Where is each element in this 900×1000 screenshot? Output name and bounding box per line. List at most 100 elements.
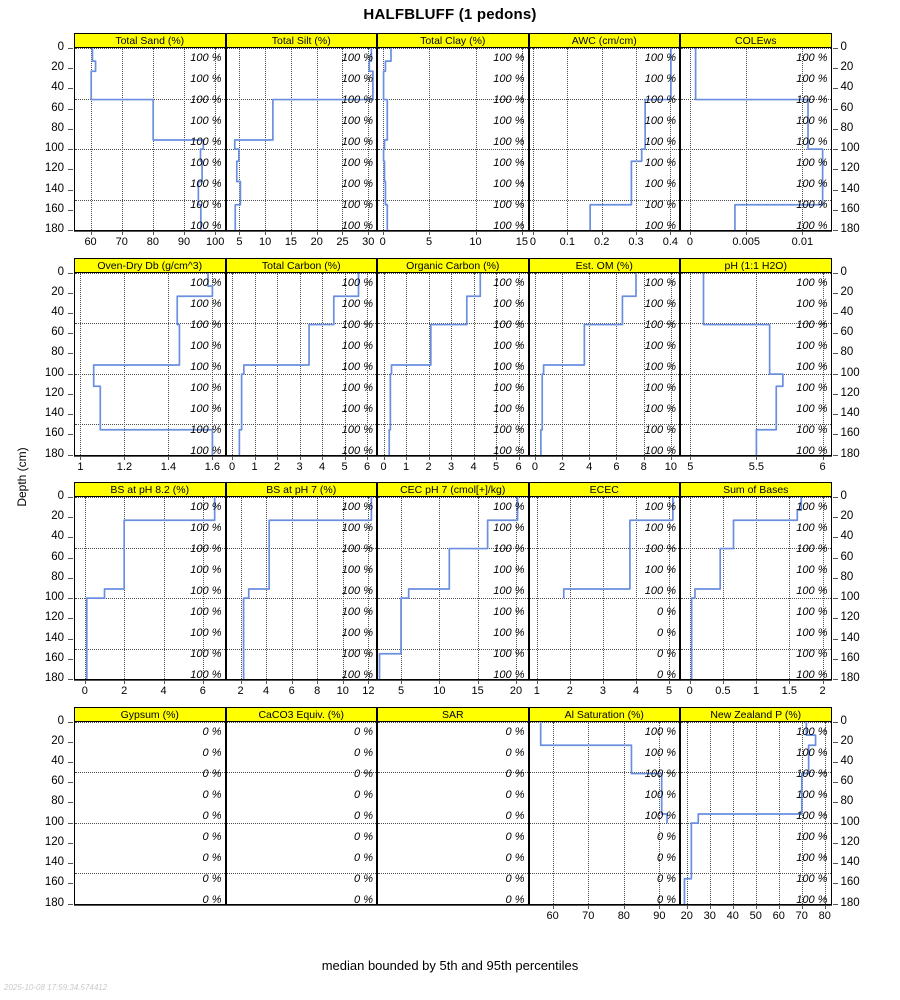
panel-title: BS at pH 7 (%) [225, 482, 377, 497]
gridline-horizontal [226, 598, 376, 600]
y-axis-tick [68, 353, 73, 355]
horizon-annotation: 100 % [493, 297, 525, 310]
x-axis-tick-label: 0 [379, 236, 386, 248]
x-axis-tick-label: 5 [236, 236, 243, 248]
horizon-annotation: 100 % [493, 444, 525, 456]
horizon-annotation: 100 % [796, 339, 828, 352]
gridline-vertical [822, 497, 824, 679]
y-axis-tick [68, 149, 73, 151]
horizon-annotation: 100 % [796, 52, 828, 64]
series-line [539, 272, 637, 455]
gridline-vertical [532, 48, 534, 230]
y-axis-tick [832, 189, 838, 191]
x-axis-tick-label: 1 [403, 460, 410, 473]
y-axis-tick [832, 679, 838, 680]
y-axis-tick-label: 140 [840, 631, 860, 644]
y-axis-tick [68, 741, 73, 743]
series-line [388, 272, 482, 455]
x-axis-tick-label: 60 [84, 236, 97, 248]
horizon-annotation: 100 % [341, 564, 373, 576]
x-axis-tick [755, 904, 757, 909]
horizon-annotation: 100 % [644, 543, 676, 555]
horizon-annotation: 0 % [354, 788, 373, 801]
panel-title: Gypsum (%) [74, 706, 226, 722]
gridline-vertical [534, 272, 536, 455]
gridline-vertical [824, 721, 826, 904]
x-axis-tick-label: 5.5 [748, 460, 765, 473]
horizon-annotation: 100 % [190, 52, 222, 64]
x-axis-tick-label: 6 [363, 460, 371, 473]
horizon-annotation: 0 % [505, 893, 525, 905]
y-axis-tick-label: 40 [51, 81, 64, 94]
x-axis-tick [532, 231, 534, 235]
panel-sum-of-bases: Sum of Bases 100 % 100 % 100 % 100 % 100 % 100… [680, 482, 832, 680]
gridline-horizontal [378, 149, 528, 151]
gridline-horizontal [378, 272, 528, 274]
horizon-annotation: 0 % [505, 767, 525, 780]
x-axis-tick-label: 15 [515, 236, 529, 248]
horizon-annotation: 100 % [796, 381, 828, 394]
y-axis-tick-label: 100 [44, 591, 64, 604]
gridline-vertical [659, 721, 661, 904]
horizon-annotation: 0 % [202, 788, 222, 801]
y-axis-tick-label: 0 [57, 265, 64, 278]
gridline-horizontal [75, 822, 225, 824]
horizon-annotation: 100 % [644, 318, 676, 331]
y-axis-tick-label: 160 [44, 651, 64, 664]
y-axis-tick [68, 373, 73, 375]
y-axis-tick-label: 80 [51, 346, 64, 359]
horizon-annotation: 100 % [796, 809, 828, 822]
x-axis-tick [475, 231, 477, 235]
y-axis-tick [832, 333, 838, 335]
horizon-annotation: 100 % [341, 339, 373, 352]
x-axis-tick [202, 680, 204, 684]
horizon-annotation: 0 % [354, 725, 373, 738]
horizon-annotation: 100 % [644, 157, 676, 169]
series-line [92, 272, 214, 455]
x-axis-tick-label: 5 [426, 236, 433, 248]
y-axis-tick [832, 292, 838, 294]
y-axis-tick [68, 68, 73, 70]
x-axis-tick [670, 231, 672, 235]
x-axis-tick-label: 5 [687, 460, 694, 473]
y-axis-tick-label: 0 [840, 714, 847, 727]
x-axis-tick-label: 10 [433, 685, 446, 697]
y-axis-tick [68, 863, 73, 865]
x-axis-tick [659, 904, 661, 909]
gridline-horizontal [75, 772, 225, 774]
horizon-annotation: 100 % [190, 136, 222, 148]
horizon-annotation: 100 % [796, 830, 828, 843]
horizon-annotation: 100 % [796, 199, 828, 211]
horizon-annotation: 0 % [354, 809, 373, 822]
horizon-annotation: 100 % [190, 339, 222, 352]
panel-bs-at-ph-8-2: BS at pH 8.2 (%) 100 % 100 % 100 % 100 % 100 … [74, 482, 226, 680]
x-axis-tick-label: 0.4 [662, 236, 679, 248]
x-axis-tick [689, 231, 691, 235]
y-axis-tick-label: 0 [840, 490, 847, 502]
gridline-horizontal [226, 323, 376, 325]
horizon-annotation: 100 % [796, 893, 828, 905]
y-axis-tick-label: 60 [840, 775, 854, 788]
chart-caption: median bounded by 5th and 95th percentil… [321, 958, 579, 973]
panel-title: Organic Carbon (%) [377, 257, 529, 273]
horizon-annotation: 100 % [796, 423, 828, 436]
x-axis-tick [121, 231, 123, 235]
x-axis-tick [168, 455, 170, 460]
plot-area: 100 % 100 % 100 % 100 % 100 % 100 % 100 % 100 %… [528, 272, 680, 456]
horizon-annotation: 100 % [341, 501, 373, 513]
panel-awc-cm-cm: AWC (cm/cm) 100 % 100 % 100 % 100 % 100 % 100 … [528, 33, 680, 231]
y-axis-tick-label: 80 [51, 795, 64, 808]
panel-oven-dry-db-g-cm-3: Oven-Dry Db (g/cm^3) 100 % 100 % 100 % 100 %… [74, 257, 226, 456]
horizon-annotation: 100 % [493, 52, 525, 64]
x-axis-tick-label: 2 [274, 460, 281, 473]
gridline-vertical [254, 272, 256, 455]
gridline-horizontal [75, 497, 225, 498]
gridline-horizontal [75, 323, 225, 325]
x-axis-tick-label: 4 [160, 685, 167, 697]
x-axis-line [74, 680, 832, 681]
gridline-vertical [756, 497, 758, 679]
horizon-annotation: 100 % [341, 444, 373, 456]
gridline-horizontal [75, 48, 225, 49]
y-axis-tick-label: 100 [840, 142, 860, 155]
gridline-horizontal [529, 598, 679, 600]
